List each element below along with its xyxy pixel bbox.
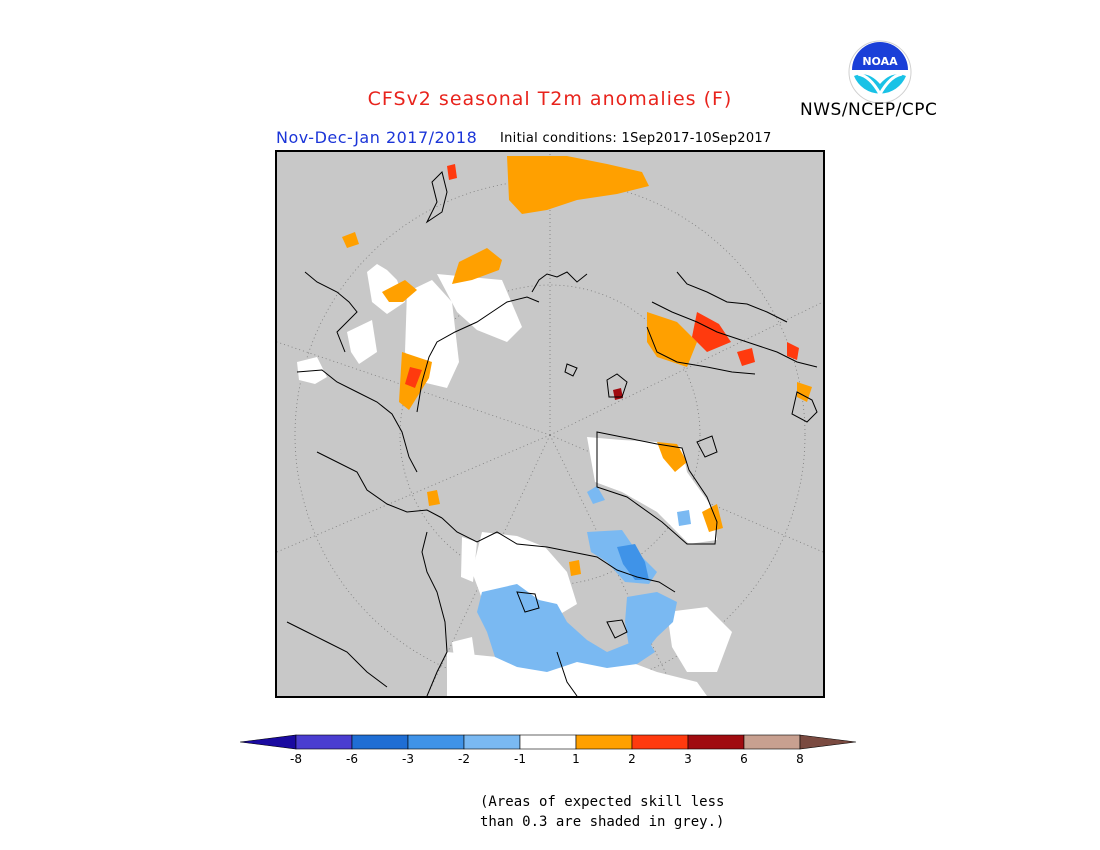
color-scale-box: [575, 734, 633, 750]
anomaly-cool-2-3: [617, 544, 649, 580]
color-scale-box: [687, 734, 745, 750]
color-scale-tick-label: -8: [290, 752, 302, 766]
initial-conditions-label: Initial conditions: 1Sep2017-10Sep2017: [500, 131, 772, 146]
polar-map: [275, 150, 825, 698]
color-scale-legend: [239, 732, 860, 756]
color-scale-tick-label: 8: [796, 752, 804, 766]
color-scale-box: [519, 734, 577, 750]
anomaly-warm-3-6: [613, 388, 623, 400]
anomaly-warm-1-2: [342, 156, 812, 576]
color-scale-box: [631, 734, 689, 750]
color-scale-tick-label: -2: [458, 752, 470, 766]
map-title: CFSv2 seasonal T2m anomalies (F): [367, 88, 733, 110]
color-scale-tick-label: 2: [628, 752, 636, 766]
coastlines: [286, 171, 818, 696]
color-scale-tick-label: -6: [346, 752, 358, 766]
anomaly-warm-2-3: [405, 164, 799, 388]
noaa-logo-text: NOAA: [862, 55, 898, 68]
color-scale-tick-label: -3: [402, 752, 414, 766]
color-scale-tick-label: -1: [514, 752, 526, 766]
skill-note-line-1: (Areas of expected skill less: [480, 794, 725, 810]
color-scale-tick-label: 6: [740, 752, 748, 766]
color-scale-box: [463, 734, 521, 750]
color-scale-box: [743, 734, 801, 750]
skill-note-line-2: than 0.3 are shaded in grey.): [480, 814, 725, 830]
skill-note: (Areas of expected skill less than 0.3 a…: [480, 792, 724, 832]
color-scale-tick-label: 3: [684, 752, 692, 766]
color-scale-box: [407, 734, 465, 750]
color-scale-box: [295, 734, 353, 750]
color-scale-min-arrow: [239, 734, 297, 750]
color-scale-box: [351, 734, 409, 750]
color-scale-tick-label: 1: [572, 752, 580, 766]
noaa-logo-icon: NOAA: [848, 40, 912, 104]
agency-label: NWS/NCEP/CPC: [800, 100, 938, 120]
season-label: Nov-Dec-Jan 2017/2018: [276, 128, 478, 147]
color-scale-max-arrow: [799, 734, 857, 750]
